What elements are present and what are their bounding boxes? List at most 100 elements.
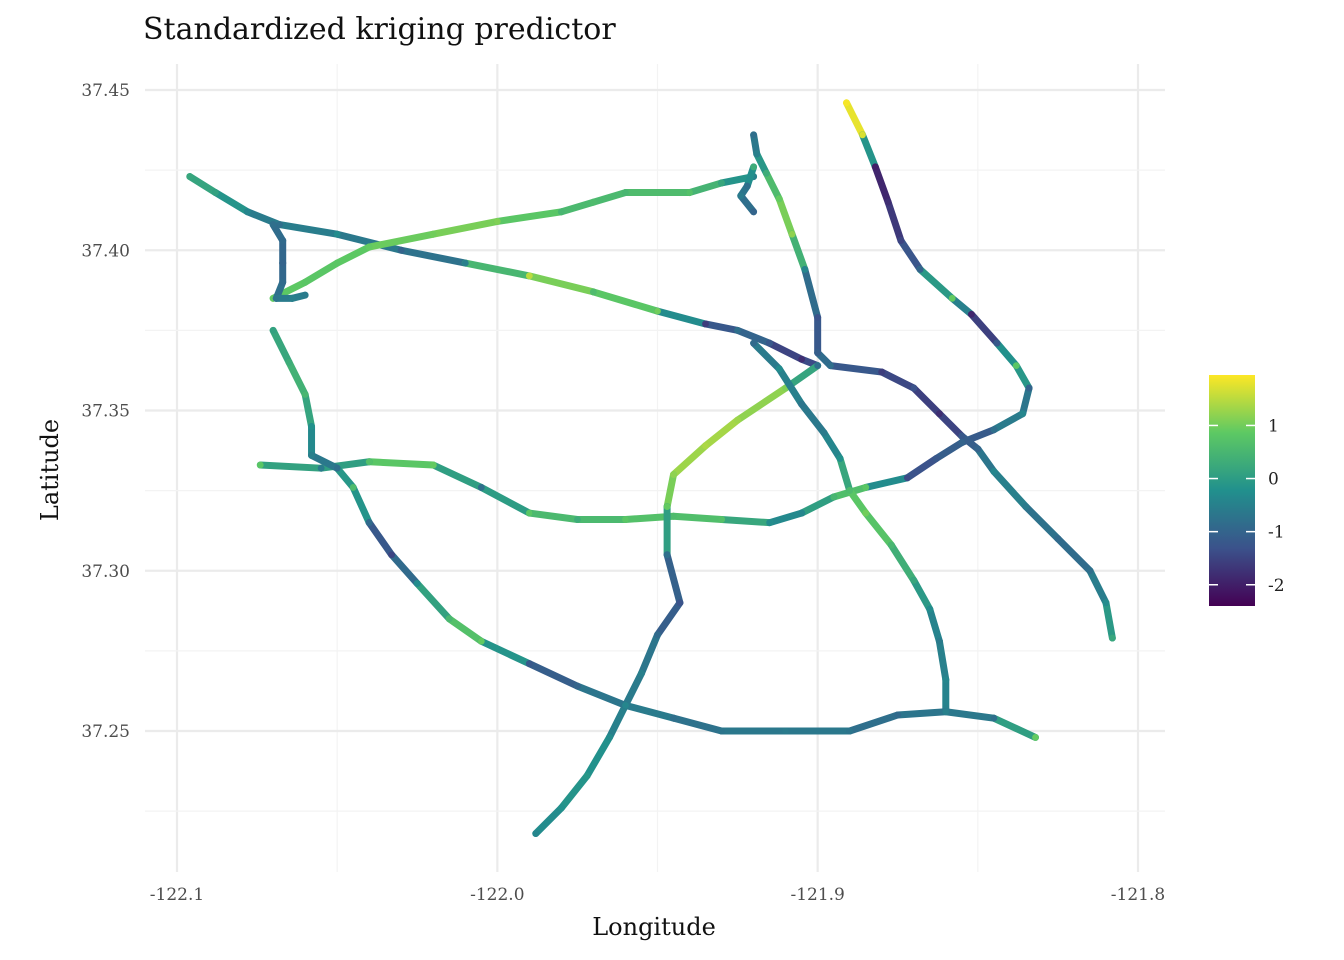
road-segment-group [532, 362, 822, 838]
prediction-point [622, 516, 629, 523]
road-segment [525, 272, 597, 296]
road-segment [846, 487, 870, 517]
road-segment [557, 772, 591, 812]
prediction-point [702, 442, 709, 450]
prediction-point [301, 291, 309, 299]
road-segment [990, 410, 1027, 434]
road-segment [301, 390, 316, 431]
road-segment [967, 310, 1001, 347]
prediction-point [814, 362, 822, 370]
prediction-point [788, 230, 796, 238]
road-segment [285, 358, 309, 398]
color-legend: 1 0 -1 -2 [1209, 375, 1285, 606]
prediction-point [670, 714, 677, 722]
road-segment [897, 237, 924, 273]
road-segment [942, 708, 998, 722]
road-segment [798, 493, 838, 517]
prediction-point [718, 516, 725, 523]
prediction-point [574, 516, 581, 523]
prediction-point [894, 711, 902, 719]
prediction-point [663, 503, 671, 511]
road-segment [801, 265, 822, 322]
prediction-point [525, 272, 533, 280]
road-segment [621, 669, 645, 709]
prediction-point [308, 451, 315, 459]
road-segment [525, 509, 581, 523]
road-segment [775, 365, 806, 408]
prediction-point [333, 259, 341, 267]
road-segment [637, 631, 661, 677]
prediction-point [830, 493, 838, 501]
prediction-point [676, 599, 684, 607]
prediction-point [862, 509, 870, 517]
road-segment-group [826, 362, 1116, 642]
prediction-point [798, 509, 806, 517]
road-network [186, 99, 1116, 838]
y-tick-label: 37.30 [81, 562, 130, 582]
road-segment [702, 416, 742, 450]
road-segment-group [269, 221, 309, 302]
road-segment [333, 243, 373, 267]
road-segment [397, 246, 469, 267]
prediction-point [349, 484, 357, 491]
x-tick-label: -122.1 [150, 885, 204, 905]
prediction-point [932, 455, 940, 462]
prediction-point [935, 410, 943, 418]
prediction-point [910, 384, 918, 392]
road-segment [702, 320, 742, 334]
road-segment [737, 192, 758, 216]
road-segment [333, 230, 405, 254]
prediction-point [1086, 567, 1094, 575]
road-segment [589, 189, 629, 206]
prediction-point [737, 192, 745, 200]
road-segment [477, 483, 533, 517]
road-segment [557, 198, 597, 216]
road-segment [1012, 362, 1033, 392]
road-segment [493, 208, 565, 225]
prediction-point [798, 355, 806, 363]
road-segment [670, 714, 726, 735]
prediction-point [429, 230, 437, 238]
prediction-point [942, 708, 950, 716]
road-segment [878, 368, 918, 392]
road-segment [477, 637, 533, 668]
legend-label: 1 [1268, 416, 1279, 436]
prediction-point [862, 484, 870, 491]
road-segment [583, 733, 613, 780]
prediction-point [1025, 384, 1033, 392]
road-segment [862, 474, 911, 491]
prediction-point [272, 294, 280, 302]
road-segment [211, 189, 251, 216]
y-tick-label: 37.40 [81, 241, 130, 261]
road-segment [349, 483, 373, 527]
road-segment [798, 400, 828, 437]
road-segment [573, 682, 629, 709]
road-segment-group [750, 339, 950, 713]
road-segment [762, 169, 783, 203]
prediction-point [743, 182, 751, 190]
prediction-point [477, 484, 485, 491]
prediction-point [1019, 410, 1027, 418]
road-segment [686, 179, 726, 197]
prediction-point [948, 294, 956, 302]
road-segment [926, 605, 943, 645]
prediction-point [285, 359, 293, 366]
prediction-point [365, 458, 373, 466]
road-segment [948, 294, 975, 318]
colorbar [1209, 375, 1255, 606]
prediction-point [654, 631, 661, 639]
prediction-point [558, 208, 565, 216]
road-segment [862, 509, 895, 549]
prediction-point [654, 307, 661, 315]
prediction-point [734, 326, 741, 334]
road-segment-group [750, 131, 834, 370]
prediction-point [279, 278, 287, 286]
prediction-point [212, 189, 219, 196]
road-segment [826, 362, 886, 376]
road-segment [910, 384, 943, 418]
y-tick-label: 37.35 [81, 402, 130, 422]
prediction-point [750, 131, 757, 139]
axes: -122.1 -122.0 -121.9 -121.8 37.25 37.30 37.35 3… [81, 81, 1165, 905]
prediction-point [753, 150, 761, 158]
